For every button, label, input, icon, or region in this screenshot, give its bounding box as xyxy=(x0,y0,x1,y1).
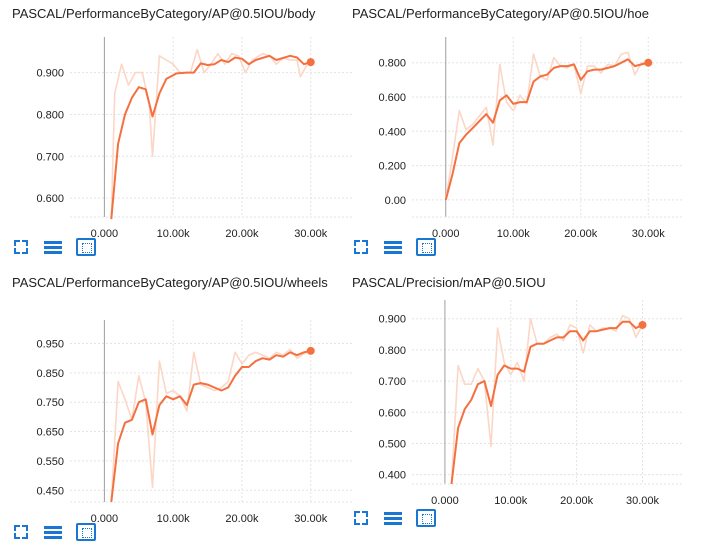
x-tick-label: 20.00k xyxy=(225,513,259,525)
last-point-marker xyxy=(638,320,647,329)
y-tick-label: 0.600 xyxy=(36,193,64,205)
chart-toolbar xyxy=(12,522,108,542)
x-tick-label: 20.00k xyxy=(560,495,594,507)
expand-icon[interactable] xyxy=(416,238,436,256)
last-point-marker xyxy=(306,346,315,355)
last-point-marker xyxy=(644,58,653,67)
y-tick-label: 0.800 xyxy=(378,345,406,357)
y-tick-label: 0.400 xyxy=(378,126,406,138)
y-tick-label: 0.650 xyxy=(36,427,64,439)
y-tick-label: 0.700 xyxy=(378,376,406,388)
fit-domain-icon[interactable] xyxy=(352,508,372,528)
fit-domain-icon[interactable] xyxy=(12,522,32,542)
y-tick-label: 0.600 xyxy=(378,92,406,104)
x-tick-label: 10.00k xyxy=(157,513,191,525)
x-tick-label: 30.00k xyxy=(294,513,328,525)
chart-card: PASCAL/Precision/mAP@0.5IOU 0.900 0.800 0.7… xyxy=(352,274,697,544)
y-tick-label: 0.750 xyxy=(36,397,64,409)
raw-series-line xyxy=(110,348,312,503)
y-tick-label: 0.600 xyxy=(378,407,406,419)
expand-icon[interactable] xyxy=(76,523,96,541)
smoothed-series-line xyxy=(110,54,311,220)
toggle-log-icon[interactable] xyxy=(384,508,404,528)
x-tick-label: 0.000 xyxy=(91,513,119,525)
y-tick-label: 0.900 xyxy=(378,314,406,326)
last-point-marker xyxy=(306,58,315,67)
y-tick-label: 0.800 xyxy=(378,58,406,70)
line-chart[interactable]: 0.900 0.800 0.700 0.600 0.000 10.00k 20.00k 30.… xyxy=(12,31,357,241)
y-tick-label: 0.800 xyxy=(36,109,64,121)
raw-series-line xyxy=(110,48,312,220)
expand-icon[interactable] xyxy=(76,238,96,256)
expand-icon[interactable] xyxy=(416,509,436,527)
toggle-log-icon[interactable] xyxy=(384,237,404,257)
x-tick-label: 10.00k xyxy=(157,228,191,240)
chart-card: PASCAL/PerformanceByCategory/AP@0.5IOU/w… xyxy=(12,274,357,544)
chart-title: PASCAL/PerformanceByCategory/AP@0.5IOU/b… xyxy=(12,6,316,21)
y-tick-label: 0.200 xyxy=(378,161,406,173)
chart-toolbar xyxy=(352,237,448,257)
chart-card: PASCAL/PerformanceByCategory/AP@0.5IOU/h… xyxy=(352,5,697,275)
y-tick-label: 0.400 xyxy=(378,470,406,482)
y-tick-label: 0.550 xyxy=(36,456,64,468)
toggle-log-icon[interactable] xyxy=(44,522,64,542)
x-tick-label: 20.00k xyxy=(225,228,259,240)
chart-card: PASCAL/PerformanceByCategory/AP@0.5IOU/b… xyxy=(12,5,357,275)
smoothed-series-line xyxy=(444,58,649,201)
line-chart[interactable]: 0.800 0.600 0.400 0.200 0.00 0.000 10.00k 20.00… xyxy=(352,31,697,241)
x-tick-label: 0.000 xyxy=(91,228,119,240)
x-tick-label: 20.00k xyxy=(564,228,598,240)
y-tick-label: 0.950 xyxy=(36,338,64,350)
chart-title: PASCAL/PerformanceByCategory/AP@0.5IOU/h… xyxy=(352,6,649,21)
fit-domain-icon[interactable] xyxy=(12,237,32,257)
x-tick-label: 30.00k xyxy=(294,228,328,240)
chart-toolbar xyxy=(12,237,108,257)
chart-title: PASCAL/Precision/mAP@0.5IOU xyxy=(352,275,546,290)
y-tick-label: 0.900 xyxy=(36,68,64,80)
y-tick-label: 0.500 xyxy=(378,438,406,450)
chart-toolbar xyxy=(352,508,448,528)
x-tick-label: 0.000 xyxy=(431,495,459,507)
x-tick-label: 30.00k xyxy=(632,228,666,240)
raw-series-line xyxy=(450,314,644,485)
y-tick-label: 0.850 xyxy=(36,368,64,380)
x-tick-label: 0.000 xyxy=(432,228,460,240)
y-tick-label: 0.450 xyxy=(36,485,64,497)
x-tick-label: 10.00k xyxy=(497,228,531,240)
chart-title: PASCAL/PerformanceByCategory/AP@0.5IOU/w… xyxy=(12,275,328,290)
smoothed-series-line xyxy=(450,320,643,485)
x-tick-label: 30.00k xyxy=(626,495,660,507)
y-tick-label: 0.00 xyxy=(385,195,406,207)
fit-domain-icon[interactable] xyxy=(352,237,372,257)
y-tick-label: 0.700 xyxy=(36,151,64,163)
x-tick-label: 10.00k xyxy=(494,495,528,507)
line-chart[interactable]: 0.950 0.850 0.750 0.650 0.550 0.450 0.000 10.00… xyxy=(12,314,357,525)
toggle-log-icon[interactable] xyxy=(44,237,64,257)
line-chart[interactable]: 0.900 0.800 0.700 0.600 0.500 0.400 0.000 10.00… xyxy=(352,294,697,507)
smoothed-series-line xyxy=(110,349,311,503)
